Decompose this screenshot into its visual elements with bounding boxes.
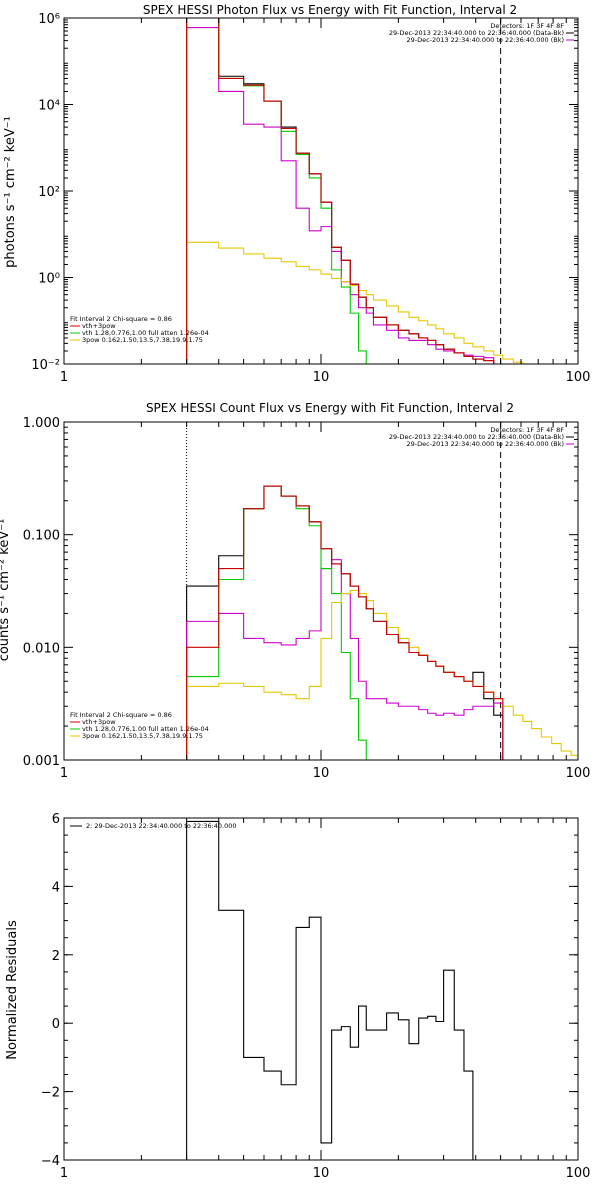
resid-series-0	[186, 820, 474, 1160]
count-legend-entry: Detectors: 1F 3F 4F 8F	[490, 426, 564, 434]
resid-legend-top: 2: 29-Dec-2013 22:34:40.000 to 22:36:40.…	[70, 822, 237, 830]
photon-y-tick-label: 10⁰	[38, 272, 60, 287]
count-series-1	[186, 559, 504, 760]
photon-legend-entry: 29-Dec-2013 22:34:40.000 to 22:36:40.000…	[389, 29, 564, 37]
resid-series-group	[186, 820, 474, 1160]
resid-y-tick-label: 6	[52, 812, 60, 827]
photon-plot-area	[186, 18, 542, 364]
count-legend-entry: 29-Dec-2013 22:34:40.000 to 22:36:40.000…	[389, 433, 564, 441]
resid-y-axis-label: Normalized Residuals	[5, 920, 20, 1060]
count-series-2	[186, 485, 374, 760]
photon-legend-entry: Detectors: 1F 3F 4F 8F	[490, 22, 564, 30]
photon-panel: SPEX HESSI Photon Flux vs Energy with Fi…	[3, 3, 590, 385]
count-plot-area	[186, 422, 578, 760]
count-legend-entry: 29-Dec-2013 22:34:40.000 to 22:36:40.000…	[407, 440, 565, 448]
count-y-tick-label: 1.000	[23, 416, 60, 431]
photon-x-tick-label: 10	[313, 370, 330, 385]
photon-x-tick-label: 100	[566, 370, 591, 385]
photon-y-tick-label: 10²	[38, 185, 60, 200]
count-fit-legend-entry: vth 1.28,0.776,1.00 full atten 1.26e-04	[82, 725, 209, 733]
photon-y-tick-label: 10⁴	[38, 99, 60, 114]
photon-legend-bottom: Fit Interval 2 Chi-square = 0.86vth+3pow…	[70, 315, 209, 344]
photon-series-group	[186, 18, 542, 364]
photon-legend-entry: 29-Dec-2013 22:34:40.000 to 22:36:40.000…	[407, 36, 565, 44]
count-chart-title: SPEX HESSI Count Flux vs Energy with Fit…	[146, 401, 514, 415]
photon-axis-frame: 1 10 100 10⁻² 10⁰ 10² 10⁴ 10⁶	[31, 12, 590, 385]
photon-series-3	[186, 241, 542, 364]
count-x-tick-label: 10	[313, 766, 330, 781]
resid-plot-area	[186, 820, 474, 1160]
photon-chart-title: SPEX HESSI Photon Flux vs Energy with Fi…	[143, 3, 517, 17]
resid-y-tick-label: 0	[52, 1017, 60, 1032]
count-y-tick-label: 0.100	[23, 529, 60, 544]
count-axis-frame: 1 10 100 0.001 0.010 0.100 1.000	[23, 416, 591, 781]
count-x-tick-label: 100	[566, 766, 591, 781]
count-series-4	[186, 485, 504, 760]
count-series-0	[186, 485, 504, 760]
count-panel: SPEX HESSI Count Flux vs Energy with Fit…	[0, 401, 590, 781]
count-y-tick-label: 0.001	[23, 754, 60, 769]
resid-y-tick-label: −2	[41, 1086, 60, 1101]
count-x-tick-label: 1	[60, 766, 68, 781]
resid-x-tick-label: 1	[60, 1166, 68, 1181]
photon-series-2	[186, 18, 374, 364]
count-series-group	[186, 422, 578, 760]
photon-fit-legend-entry: 3pow 0.162,1.50,13.5,7.38,19.9,1.75	[82, 336, 203, 344]
photon-series-4	[186, 18, 495, 364]
photon-series-0	[186, 18, 495, 364]
count-series-3	[186, 589, 578, 760]
resid-y-tick-label: 4	[52, 880, 60, 895]
count-y-axis-label: counts s⁻¹ cm⁻² keV⁻¹	[0, 519, 12, 662]
photon-fit-legend-entry: vth+3pow	[82, 322, 116, 330]
resid-legend-entry: 2: 29-Dec-2013 22:34:40.000 to 22:36:40.…	[86, 822, 237, 830]
photon-x-tick-label: 1	[60, 370, 68, 385]
photon-fit-legend-entry: Fit Interval 2 Chi-square = 0.86	[70, 315, 172, 323]
count-fit-legend-entry: 3pow 0.162,1.50,13.5,7.38,19.9,1.75	[82, 732, 203, 740]
photon-y-tick-label: 10⁻²	[31, 358, 60, 373]
photon-y-tick-label: 10⁶	[38, 12, 60, 27]
count-y-tick-label: 0.010	[23, 641, 60, 656]
count-legend-bottom: Fit Interval 2 Chi-square = 0.86vth+3pow…	[70, 711, 209, 740]
photon-y-axis-label: photons s⁻¹ cm⁻² keV⁻¹	[3, 116, 18, 268]
photon-fit-legend-entry: vth 1.28,0.776,1.00 full atten 1.26e-04	[82, 329, 209, 337]
count-fit-legend-entry: Fit Interval 2 Chi-square = 0.86	[70, 711, 172, 719]
resid-x-tick-label: 10	[313, 1166, 330, 1181]
resid-y-tick-label: −4	[41, 1154, 60, 1169]
resid-y-tick-label: 2	[52, 949, 60, 964]
count-fit-legend-entry: vth+3pow	[82, 718, 116, 726]
resid-x-tick-label: 100	[566, 1166, 591, 1181]
resid-axis-frame: 1 10 100 −4 −2 0 2 4 6	[41, 812, 591, 1181]
resid-panel: 1 10 100 −4 −2 0 2 4 6 Normalized Residuals 2: 2…	[5, 812, 590, 1181]
